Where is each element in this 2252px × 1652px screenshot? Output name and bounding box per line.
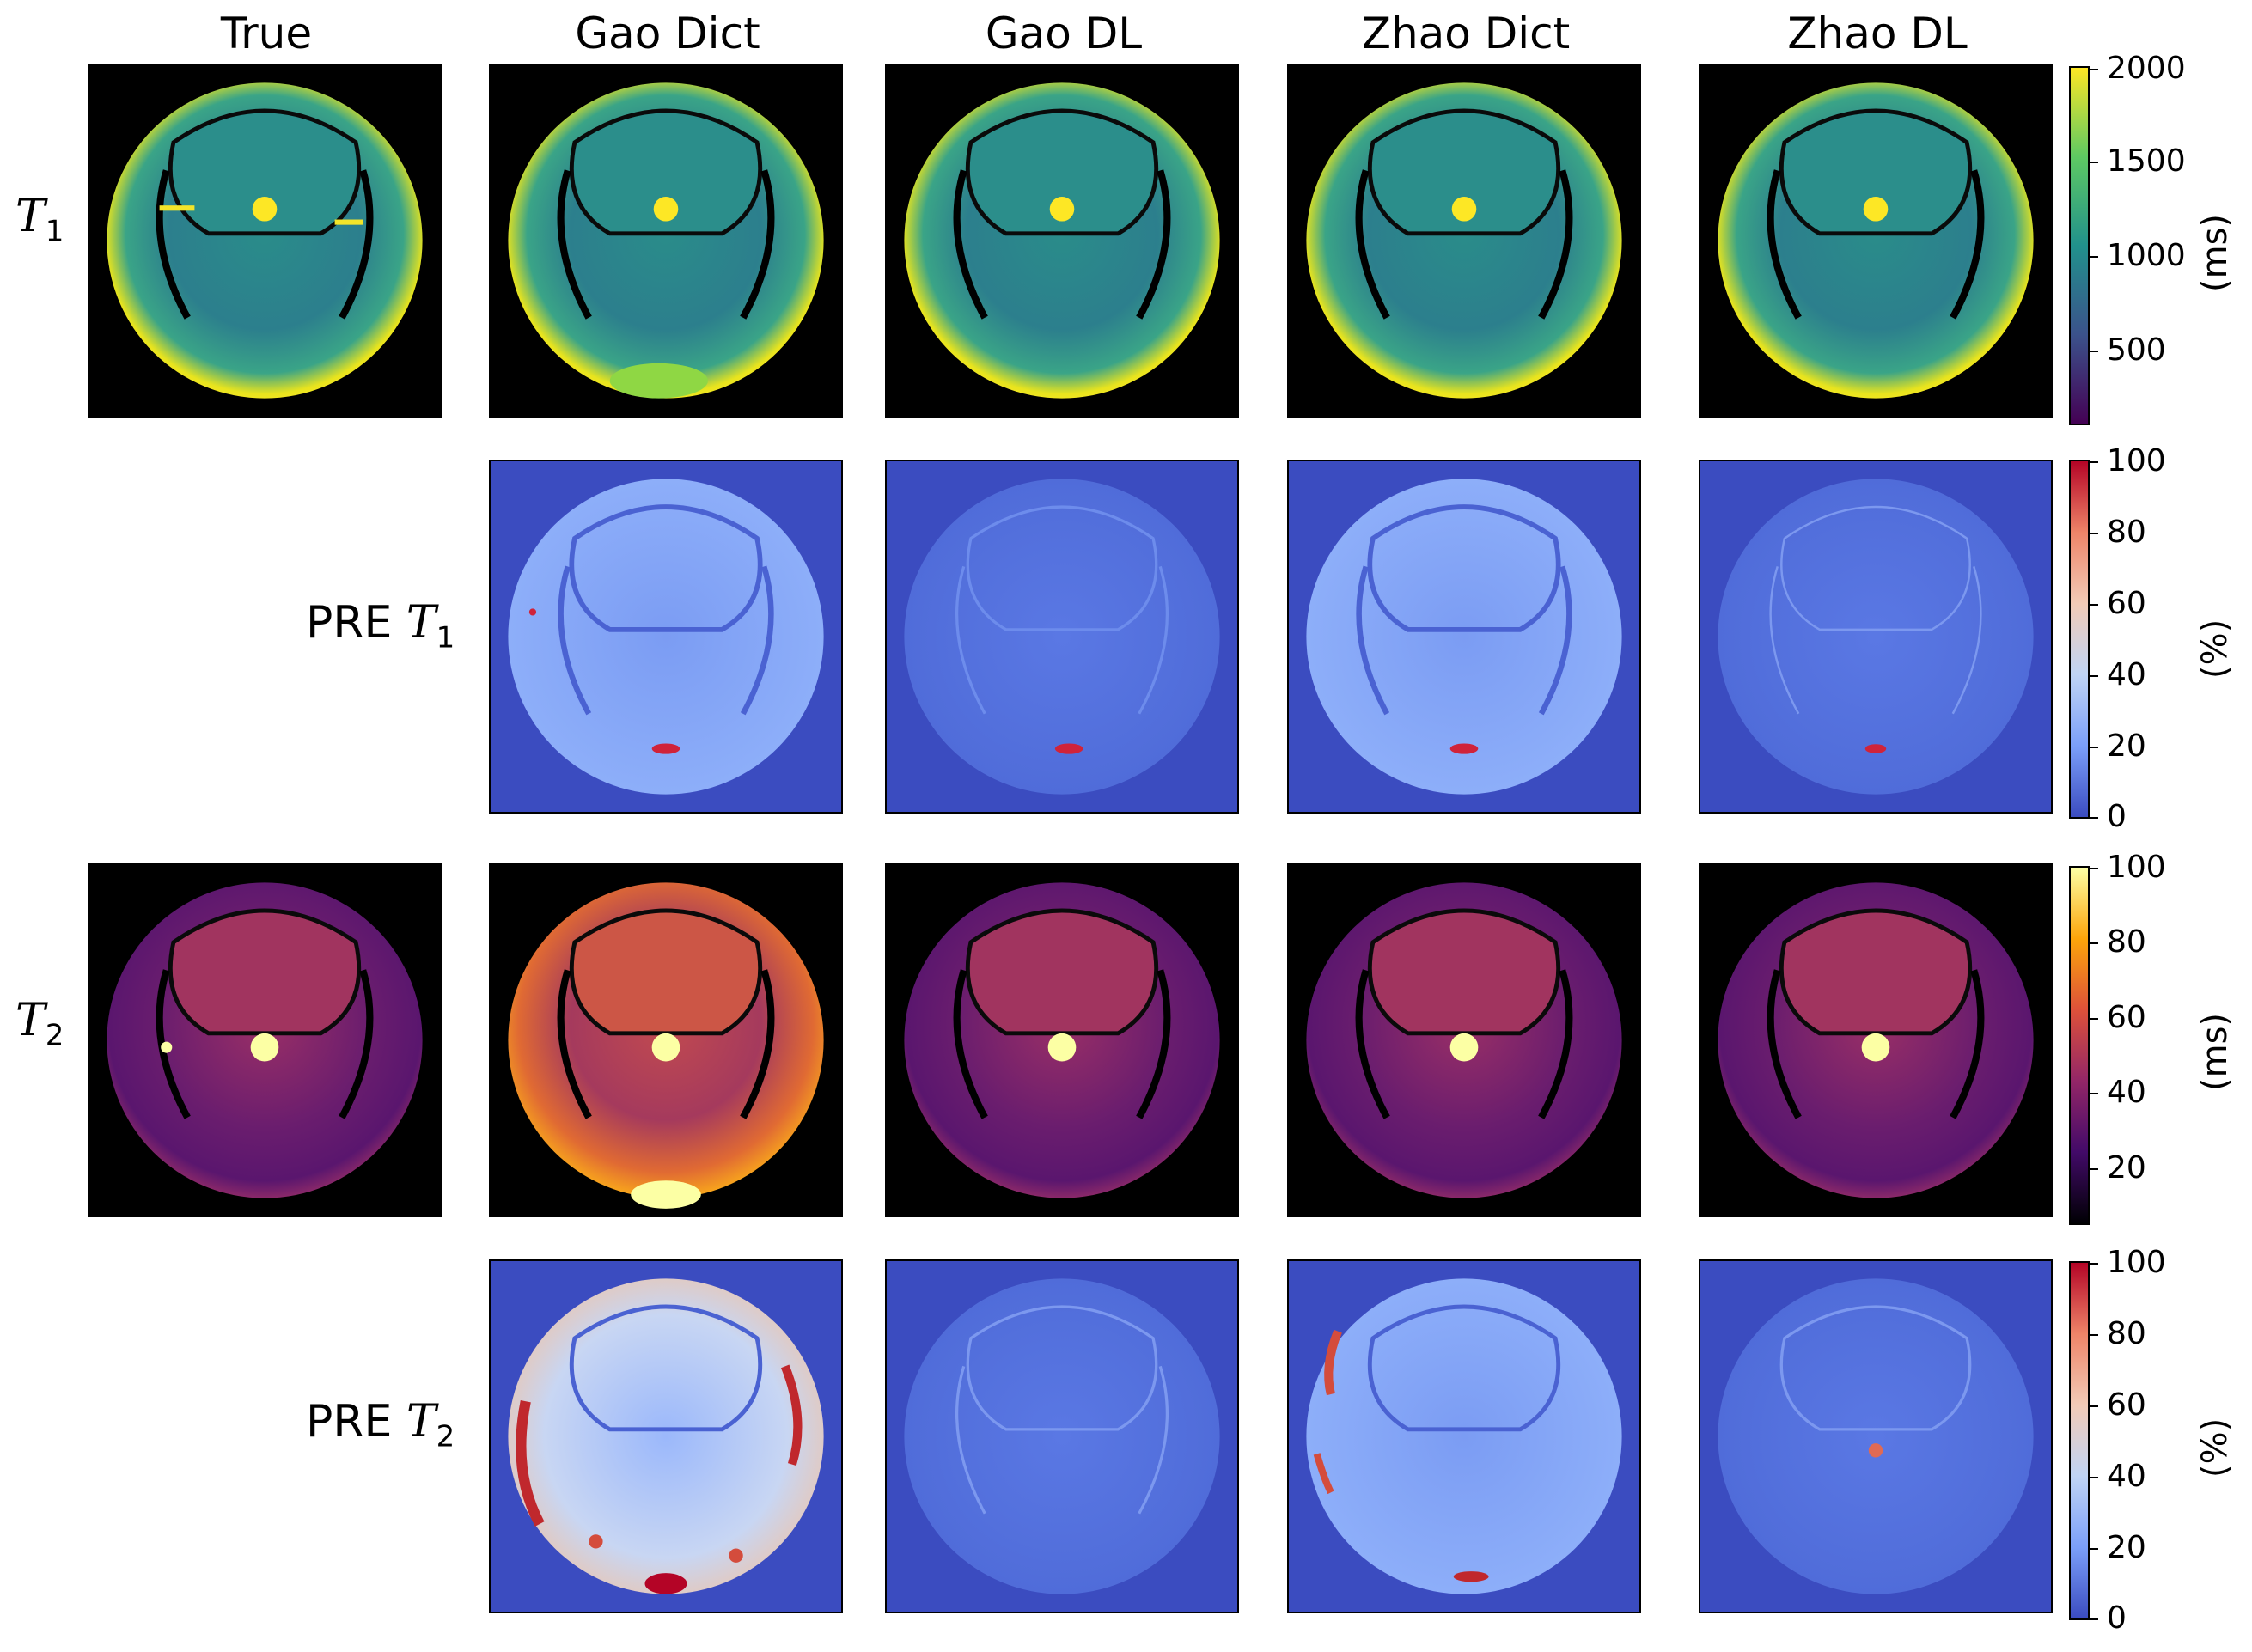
colorbar-pre-t2 xyxy=(2069,1261,2090,1620)
colorbar-t1-tick: 2000 xyxy=(2107,51,2186,86)
colorbar-t1-unit: (ms) xyxy=(2195,213,2235,292)
colorbar-pre-t2-tick: 40 xyxy=(2107,1459,2146,1494)
colorbar-t2 xyxy=(2069,866,2090,1225)
colorbar-t2-tick: 20 xyxy=(2107,1150,2146,1186)
colorbar-t2-tick: 100 xyxy=(2107,850,2166,885)
column-title-true: True xyxy=(220,9,313,58)
column-title-zhao-dict: Zhao Dict xyxy=(1361,9,1571,58)
t1-true-image xyxy=(88,64,442,418)
pre-t2-zhao-dict-image xyxy=(1287,1259,1641,1613)
colorbar-pre-t1-tick: 60 xyxy=(2107,586,2146,621)
colorbar-t2-unit: (ms) xyxy=(2195,1012,2235,1091)
row-label-pre-t2: PRE T2 xyxy=(306,1396,455,1454)
t1-zhao-dl-image xyxy=(1699,64,2053,418)
colorbar-t2-tick: 60 xyxy=(2107,1000,2146,1035)
colorbar-pre-t2-tick: 100 xyxy=(2107,1245,2166,1280)
t2-gao-dl-image xyxy=(885,863,1239,1217)
colorbar-pre-t2-tick: 60 xyxy=(2107,1387,2146,1423)
colorbar-pre-t1-tick: 0 xyxy=(2107,799,2127,834)
colorbar-pre-t1-tick: 100 xyxy=(2107,443,2166,479)
t2-zhao-dict-image xyxy=(1287,863,1641,1217)
pre-t1-zhao-dict-image xyxy=(1287,460,1641,814)
column-title-gao-dict: Gao Dict xyxy=(575,9,760,58)
row-label-pre-t1: PRE T1 xyxy=(306,597,455,655)
t1-gao-dl-image xyxy=(885,64,1239,418)
pre-t1-gao-dl-image xyxy=(885,460,1239,814)
colorbar-t1-tick: 1500 xyxy=(2107,143,2186,179)
pre-t2-gao-dict-image xyxy=(489,1259,843,1613)
colorbar-t2-tick: 40 xyxy=(2107,1075,2146,1110)
colorbar-t1-tick: 500 xyxy=(2107,332,2166,368)
t1-gao-dict-image xyxy=(489,64,843,418)
colorbar-pre-t2-tick: 80 xyxy=(2107,1316,2146,1351)
colorbar-pre-t1-unit: (%) xyxy=(2195,619,2235,679)
colorbar-pre-t2-unit: (%) xyxy=(2195,1417,2235,1478)
pre-t2-gao-dl-image xyxy=(885,1259,1239,1613)
colorbar-t2-tick: 80 xyxy=(2107,924,2146,960)
colorbar-pre-t1-tick: 20 xyxy=(2107,728,2146,764)
pre-t2-zhao-dl-image xyxy=(1699,1259,2053,1613)
colorbar-pre-t1-tick: 40 xyxy=(2107,657,2146,692)
colorbar-pre-t2-tick: 20 xyxy=(2107,1530,2146,1565)
column-title-zhao-dl: Zhao DL xyxy=(1787,9,1968,58)
t2-zhao-dl-image xyxy=(1699,863,2053,1217)
pre-t1-zhao-dl-image xyxy=(1699,460,2053,814)
t1-zhao-dict-image xyxy=(1287,64,1641,418)
colorbar-pre-t1-tick: 80 xyxy=(2107,515,2146,550)
column-title-gao-dl: Gao DL xyxy=(985,9,1143,58)
colorbar-pre-t2-tick: 0 xyxy=(2107,1600,2127,1636)
t2-true-image xyxy=(88,863,442,1217)
row-label-t2: T2 xyxy=(15,995,64,1053)
colorbar-t1-tick: 1000 xyxy=(2107,238,2186,273)
t2-gao-dict-image xyxy=(489,863,843,1217)
pre-t1-gao-dict-image xyxy=(489,460,843,814)
colorbar-t1 xyxy=(2069,66,2090,425)
colorbar-pre-t1 xyxy=(2069,460,2090,819)
row-label-t1: T1 xyxy=(15,191,64,249)
